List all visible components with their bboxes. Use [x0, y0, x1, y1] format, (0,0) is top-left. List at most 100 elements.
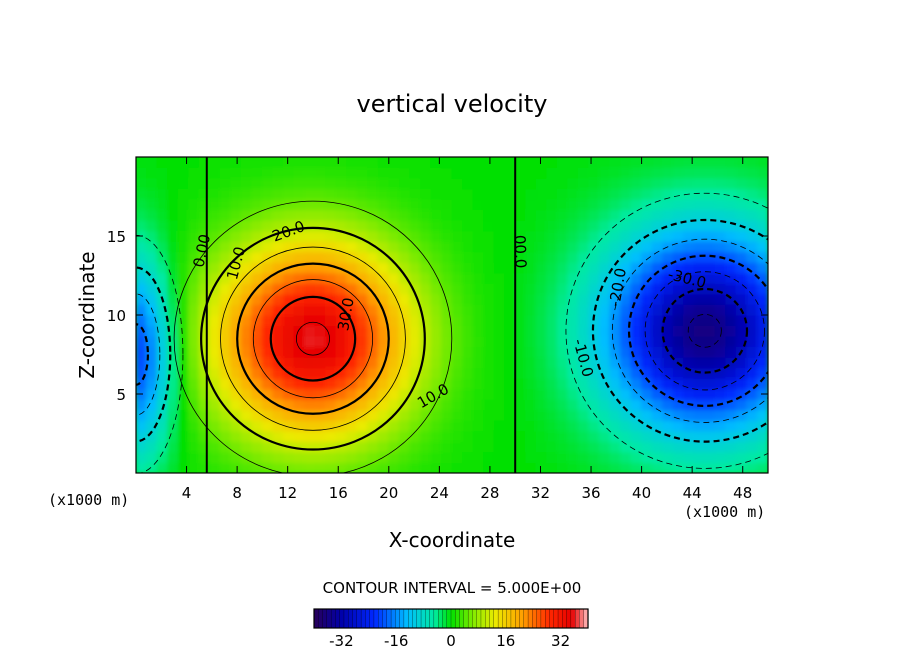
field-cell [198, 419, 211, 432]
field-cell [672, 430, 685, 442]
field-cell [388, 209, 400, 221]
field-cell [314, 367, 327, 379]
field-cell [261, 157, 274, 169]
field-cell [577, 367, 590, 379]
field-cell [156, 419, 169, 432]
field-cell [514, 314, 527, 327]
field-cell [430, 314, 442, 327]
field-cell [377, 198, 390, 211]
field-cell [377, 430, 390, 442]
field-cell [409, 167, 421, 179]
field-cell [219, 461, 232, 473]
field-cell [598, 419, 611, 432]
field-cell [693, 346, 706, 358]
field-cell [304, 261, 316, 274]
field-cell [398, 198, 411, 211]
field-cell [156, 409, 169, 421]
field-cell [588, 335, 600, 348]
field-cell [567, 325, 579, 337]
field-cell [167, 177, 179, 190]
field-cell [188, 419, 200, 432]
field-cell [662, 261, 674, 274]
field-cell [704, 356, 716, 369]
field-cell [209, 157, 221, 169]
field-cell [419, 451, 432, 463]
field-cell [177, 209, 190, 221]
field-cell [251, 367, 263, 379]
colorbar-cell [515, 608, 521, 629]
field-cell [535, 177, 548, 190]
field-cell [535, 388, 548, 400]
field-cell [451, 430, 464, 442]
field-cell [756, 157, 768, 169]
field-cell [472, 451, 485, 463]
field-cell [704, 461, 716, 473]
field-cell [430, 367, 442, 379]
field-cell [304, 303, 316, 316]
field-cell [630, 240, 643, 253]
field-cell [346, 430, 358, 442]
field-cell [504, 188, 516, 200]
field-cell [388, 272, 400, 284]
field-cell [525, 251, 537, 263]
field-cell [398, 356, 411, 369]
field-cell [367, 157, 379, 169]
field-cell [567, 198, 579, 211]
field-cell [282, 177, 295, 190]
field-cell [272, 377, 284, 390]
field-cell [504, 451, 516, 463]
field-cell [146, 209, 158, 221]
field-cell [377, 335, 390, 348]
field-cell [567, 219, 579, 232]
field-cell [188, 388, 200, 400]
field-cell [514, 167, 527, 179]
field-cell [514, 230, 527, 242]
field-cell [325, 157, 337, 169]
field-cell [219, 440, 232, 453]
field-cell [641, 261, 653, 274]
field-cell [662, 272, 674, 284]
field-cell [335, 303, 348, 316]
field-cell [419, 177, 432, 190]
contour-line [644, 271, 765, 391]
field-cell [346, 230, 358, 242]
field-cell [282, 451, 295, 463]
field-cell [714, 451, 727, 463]
field-cell [493, 335, 506, 348]
colorbar-cell [322, 608, 328, 629]
field-cell [198, 167, 211, 179]
field-cell [588, 419, 600, 432]
field-cell [651, 356, 664, 369]
field-cell [282, 240, 295, 253]
field-cell [209, 251, 221, 263]
field-cell [198, 209, 211, 221]
field-cell [377, 293, 390, 305]
field-cell [293, 346, 306, 358]
field-cell [136, 167, 148, 179]
field-cell [546, 356, 558, 369]
field-cell [198, 430, 211, 442]
field-cell [556, 272, 569, 284]
field-cell [472, 367, 485, 379]
field-cell [451, 240, 464, 253]
field-cell [588, 240, 600, 253]
field-cell [398, 367, 411, 379]
field-cell [725, 356, 737, 369]
field-cell [177, 157, 190, 169]
field-cell [219, 398, 232, 411]
field-cell [219, 388, 232, 400]
field-cell [641, 240, 653, 253]
field-cell [282, 157, 295, 169]
field-cell [419, 409, 432, 421]
field-cell [156, 188, 169, 200]
field-cell [556, 303, 569, 316]
x-tick-label: 44 [683, 484, 702, 502]
field-cell [419, 398, 432, 411]
field-cell [504, 440, 516, 453]
colorbar-cell [467, 608, 473, 629]
field-cell [209, 188, 221, 200]
field-cell [609, 419, 622, 432]
field-cell [504, 209, 516, 221]
field-cell [167, 409, 179, 421]
field-cell [377, 398, 390, 411]
